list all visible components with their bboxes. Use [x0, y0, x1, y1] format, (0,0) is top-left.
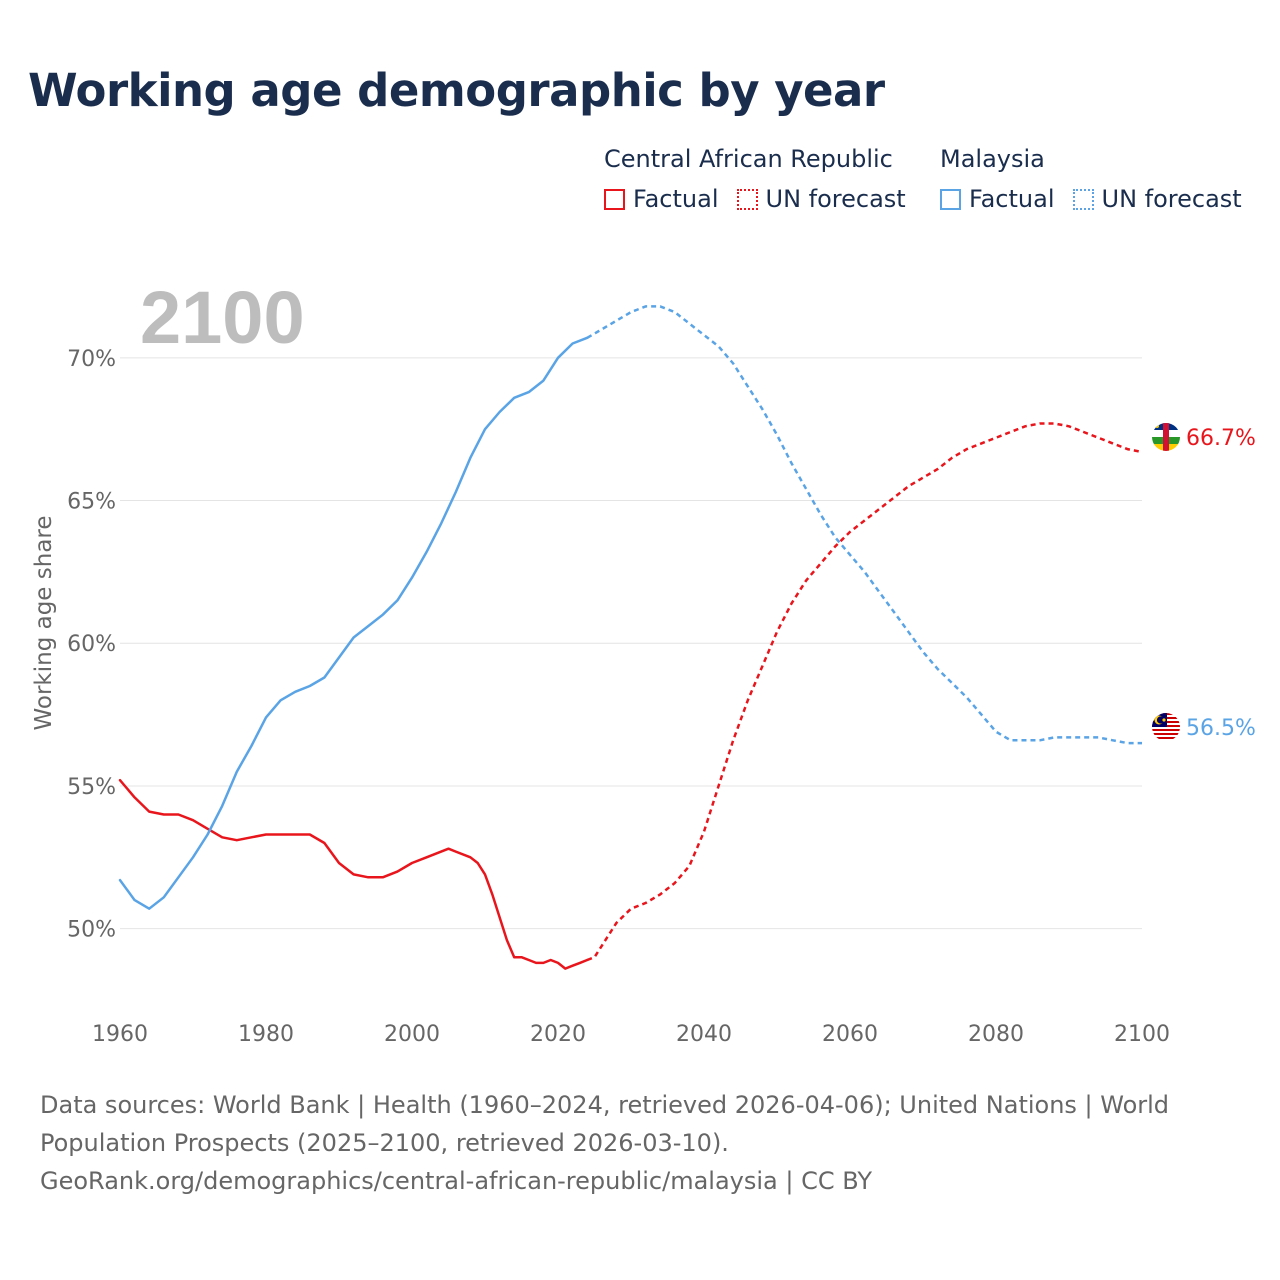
x-tick-label: 2100	[1114, 1022, 1170, 1047]
legend-swatch-forecast	[1072, 188, 1094, 210]
series-line-central-african-republic-forecast	[586, 422, 1143, 962]
legend-group-title: Malaysia	[940, 145, 1045, 173]
end-value-label: 56.5%	[1186, 716, 1256, 741]
central-african-republic-flag-icon	[1152, 423, 1180, 451]
series-line-central-african-republic-factual	[118, 778, 589, 970]
legend-group-central-african-republic: Central African Republic Factual UN fore…	[604, 143, 924, 213]
chart-title: Working age demographic by year	[28, 64, 885, 117]
malaysia-flag-icon	[1152, 713, 1180, 741]
y-tick-label: 70%	[67, 347, 116, 372]
x-tick-label: 2060	[822, 1022, 878, 1047]
x-tick-label: 1980	[238, 1022, 294, 1047]
x-tick-label: 2000	[384, 1022, 440, 1047]
legend-group-title: Central African Republic	[604, 145, 893, 173]
legend-label-factual: Factual	[969, 185, 1055, 213]
legend-label-factual: Factual	[633, 185, 719, 213]
series-line-malaysia-forecast	[586, 305, 1142, 745]
year-label: 2100	[140, 276, 305, 359]
legend-swatch-forecast	[736, 188, 758, 210]
source-link[interactable]: GeoRank.org/demographics/central-african…	[40, 1167, 873, 1195]
x-tick-label: 2040	[676, 1022, 732, 1047]
y-tick-label: 50%	[67, 918, 116, 943]
x-tick-label: 1960	[92, 1022, 148, 1047]
legend-label-forecast: UN forecast	[765, 185, 906, 213]
y-tick-label: 60%	[67, 632, 116, 657]
y-tick-label: 55%	[67, 775, 116, 800]
legend-label-forecast: UN forecast	[1101, 185, 1242, 213]
footer: Data sources: World Bank | Health (1960–…	[40, 1086, 1220, 1200]
y-axis-label: Working age share	[31, 515, 57, 730]
end-value-label: 66.7%	[1186, 426, 1256, 451]
x-tick-label: 2020	[530, 1022, 586, 1047]
legend-swatch-factual	[604, 188, 625, 210]
chart-plot: 50% 55% 60% 65% 70% 1960 1980 2000 2020 2040 2060…	[31, 276, 1256, 1047]
y-tick-label: 65%	[67, 490, 116, 515]
data-sources: Data sources: World Bank | Health (1960–…	[40, 1091, 1170, 1157]
x-tick-label: 2080	[968, 1022, 1024, 1047]
legend-group-malaysia: Malaysia Factual UN forecast	[940, 143, 1242, 213]
legend-swatch-factual	[940, 188, 961, 210]
series-line-malaysia-factual	[118, 336, 589, 910]
